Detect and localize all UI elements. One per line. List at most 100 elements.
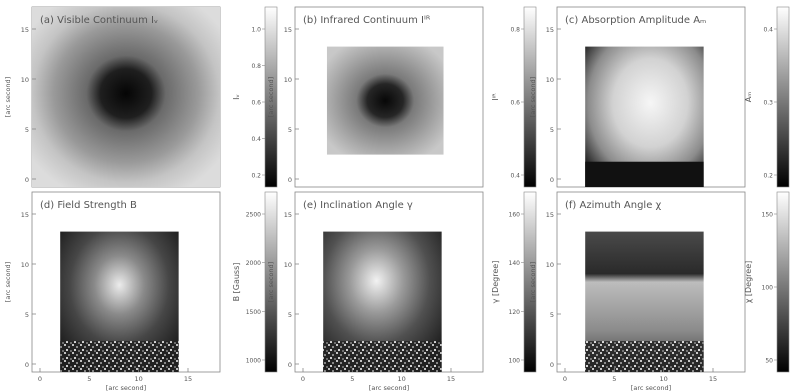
colorbar-tick-label: 0.6 [510,100,520,107]
y-tick-label: 5 [288,311,292,319]
colorbar-tick-label: 1.0 [251,27,261,34]
y-tick-label: 15 [284,26,292,34]
colorbar-f: 150 100 50 χ [Degree] [744,191,790,373]
panel-a: (a) Visible Continuum Iᵥ 15 10 5 0 [arc secon… [4,6,278,188]
colorbar-tick-label: 0.6 [251,100,261,107]
y-tick-label: 0 [550,176,554,184]
y-tick-label: 5 [25,311,29,319]
colorbar-gradient [776,6,790,188]
colorbar-gradient [523,191,537,373]
colorbar-tick-label: 0.8 [251,63,261,70]
colorbar-gradient [264,191,278,373]
colorbar-a: 1.0 0.8 0.6 0.4 0.2 Iᵥ [232,6,278,188]
x-tick-label: 0 [563,375,567,383]
colorbar-tick-label: 2500 [246,212,261,219]
colorbar-symbol: Iᴵᴿ [491,93,500,101]
noise-region [585,341,704,372]
panel-label: (a) Visible Continuum Iᵥ [40,15,158,26]
colorbar-tick-label: 50 [765,358,773,365]
colorbar-tick-label: 100 [509,358,521,365]
panel-label: (c) Absorption Amplitude Aₘ [565,15,706,26]
colorbar-tick-label: 120 [509,309,521,316]
panel-label: (b) Infrared Continuum Iᴵᴿ [303,15,431,26]
colorbar-tick-label: 0.2 [763,173,773,180]
y-axis-label: [arc second] [529,77,537,117]
x-tick-label: 5 [612,375,616,383]
colorbar-tick-label: 2000 [246,260,261,267]
panel-c: (c) Absorption Amplitude Aₘ 15 10 5 0 [arc se… [529,6,790,188]
y-tick-label: 0 [288,176,292,184]
colorbar-symbol: B [Gauss] [232,263,241,302]
y-tick-label: 15 [21,211,29,219]
colorbar-tick-label: 100 [762,285,774,292]
colorbar-tick-label: 140 [509,260,521,267]
x-tick-label: 15 [447,375,455,383]
y-tick-label: 10 [284,261,292,269]
y-tick-label: 10 [546,261,554,269]
colorbar-tick-label: 150 [762,212,774,219]
y-tick-label: 0 [25,361,29,369]
y-tick-label: 0 [288,361,292,369]
panel-label: (f) Azimuth Angle χ [565,200,662,211]
y-tick-label: 10 [21,261,29,269]
y-axis-label: [arc second] [529,262,537,302]
dark-region [585,161,704,187]
panel-label: (d) Field Strength B [40,200,137,211]
colorbar-tick-label: 1000 [246,358,261,365]
colorbar-tick-label: 0.8 [510,27,520,34]
colorbar-symbol: γ [Degree] [491,261,500,304]
panel-image-sunspot-visible [32,7,220,187]
y-axis-label: [arc second] [267,262,275,302]
x-tick-label: 10 [398,375,406,383]
colorbar-tick-label: 0.4 [763,27,773,34]
panel-d: (d) Field Strength B 15 10 5 0 [arc second] 0 5… [4,191,278,392]
x-tick-label: 10 [135,375,143,383]
y-tick-label: 15 [546,26,554,34]
y-tick-label: 5 [25,126,29,134]
y-axis-label: [arc second] [4,77,12,117]
colorbar-symbol: Iᵥ [232,94,241,100]
colorbar-d: 2500 2000 1500 1000 B [Gauss] [232,191,278,373]
y-tick-label: 0 [550,361,554,369]
colorbar-b: 0.8 0.6 0.4 Iᴵᴿ [491,6,537,188]
x-tick-label: 15 [184,375,192,383]
x-axis-label: [arc second] [106,384,146,392]
y-axis-label: [arc second] [267,77,275,117]
x-tick-label: 5 [350,375,354,383]
y-tick-label: 15 [284,211,292,219]
x-tick-label: 15 [709,375,717,383]
x-axis-label: [arc second] [369,384,409,392]
x-tick-label: 0 [301,375,305,383]
noise-region [323,341,442,372]
colorbar-tick-label: 0.4 [510,173,520,180]
colorbar-tick-label: 0.4 [251,136,261,143]
colorbar-e: 160 140 120 100 γ [Degree] [491,191,537,373]
y-tick-label: 5 [288,126,292,134]
colorbar-gradient [264,6,278,188]
y-tick-label: 5 [550,311,554,319]
x-tick-label: 5 [87,375,91,383]
colorbar-tick-label: 1500 [246,309,261,316]
y-tick-label: 10 [284,76,292,84]
colorbar-symbol: Aₘ [744,92,753,102]
noise-region [60,341,179,372]
y-tick-label: 15 [21,26,29,34]
y-tick-label: 0 [25,176,29,184]
panel-label: (e) Inclination Angle γ [303,200,413,211]
panel-b: (b) Infrared Continuum Iᴵᴿ 15 10 5 0 [arc sec… [267,6,537,188]
y-tick-label: 10 [546,76,554,84]
y-axis-label: [arc second] [4,262,12,302]
colorbar-tick-label: 160 [509,212,521,219]
panel-e: (e) Inclination Angle γ 15 10 5 0 [arc second… [267,191,537,392]
x-tick-label: 0 [38,375,42,383]
colorbar-tick-label: 0.3 [763,100,773,107]
colorbar-gradient [523,6,537,188]
colorbar-c: 0.4 0.3 0.2 Aₘ [744,6,790,188]
colorbar-tick-label: 0.2 [251,173,261,180]
x-tick-label: 10 [660,375,668,383]
y-tick-label: 15 [546,211,554,219]
colorbar-gradient [776,191,790,373]
